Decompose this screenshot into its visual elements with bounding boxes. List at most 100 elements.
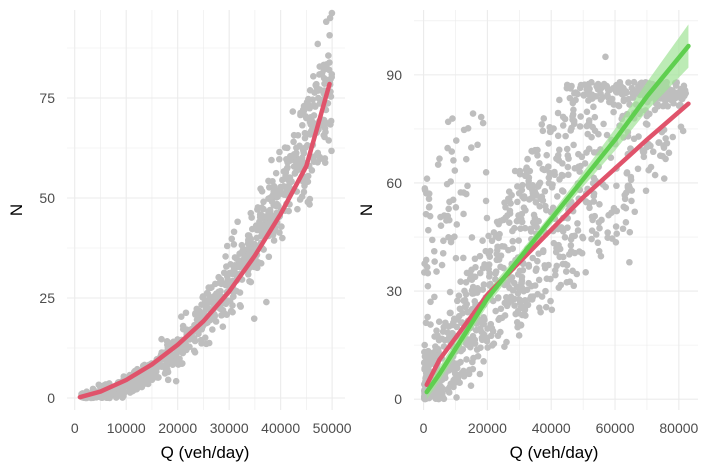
data-point [303,130,311,138]
data-point [570,141,577,149]
data-point [294,131,302,139]
data-point [150,372,158,380]
data-point [278,190,286,197]
data-point [545,179,553,187]
data-point [584,130,592,138]
data-point [245,238,252,245]
data-point [553,193,561,200]
data-point [158,335,165,343]
data-point [545,140,552,147]
data-point [509,227,516,235]
data-point [621,195,629,203]
x-tick-label: 10000 [107,420,146,436]
data-point [567,127,575,134]
data-point [321,159,329,166]
right-panel: 0 20000 40000 60000 80000 0 30 60 90 Q (veh/day… [357,10,699,462]
fit-line [424,101,691,388]
data-point [268,156,275,164]
data-point [249,244,257,251]
data-point [534,152,541,159]
data-point [431,258,438,265]
data-point [570,282,578,290]
data-point [423,190,430,197]
data-point [120,392,127,400]
data-point [450,157,457,164]
data-point [485,232,492,240]
data-point [464,338,472,346]
data-point [576,168,583,175]
data-point [570,120,578,128]
data-point [468,144,475,151]
left-x-axis-title: Q (veh/day) [161,443,250,462]
data-point [576,248,583,255]
right-x-tick-labels: 0 20000 40000 60000 80000 [420,420,699,436]
data-point [423,349,431,356]
data-point [494,294,502,302]
data-point [515,237,522,244]
x-tick-label: 20000 [468,420,507,436]
data-point [301,104,308,112]
data-point [476,370,484,378]
data-point [559,253,567,261]
data-point [141,371,149,378]
data-point [554,109,562,117]
data-point [119,387,127,395]
data-point [446,198,453,206]
data-point [591,127,599,134]
data-point [595,219,603,226]
data-point [588,235,595,243]
data-point [563,145,571,153]
data-point [453,323,461,331]
data-point [532,199,540,206]
data-point [423,175,431,182]
data-point [427,298,434,306]
data-point [422,256,430,264]
data-point [446,309,454,317]
fit-line [424,43,691,395]
x-tick-label: 0 [71,420,79,436]
data-point [424,313,431,321]
data-point [542,303,550,311]
data-point [619,225,627,233]
data-point [451,167,459,174]
data-point [515,332,523,339]
data-point [237,303,244,310]
data-point [450,315,458,323]
data-point [290,138,297,146]
right-fit-lines [424,43,691,395]
data-point [582,198,590,206]
data-point [566,94,574,102]
right-y-axis-title: N [357,204,376,216]
data-point [266,206,274,214]
data-point [556,176,563,183]
data-point [448,329,456,337]
data-point [428,236,436,244]
data-point [191,349,199,356]
data-point [476,269,484,277]
data-point [563,84,571,92]
data-point [539,247,547,254]
data-point [310,101,318,109]
data-point [237,264,244,271]
data-point [635,85,643,93]
data-point [320,74,328,82]
x-tick-label: 60000 [596,420,635,436]
data-point [95,381,103,389]
data-point [298,154,306,162]
data-point [217,287,224,295]
data-point [534,257,541,265]
data-point [323,119,330,127]
data-point [508,274,516,281]
data-point [518,186,526,194]
fit-line [77,81,332,400]
data-point [328,73,336,81]
data-point [604,91,611,99]
data-point [172,352,179,359]
data-point [497,328,504,336]
data-point [545,174,553,181]
data-point [254,206,261,213]
data-point [453,221,461,228]
data-point [295,163,303,170]
data-point [448,148,456,155]
